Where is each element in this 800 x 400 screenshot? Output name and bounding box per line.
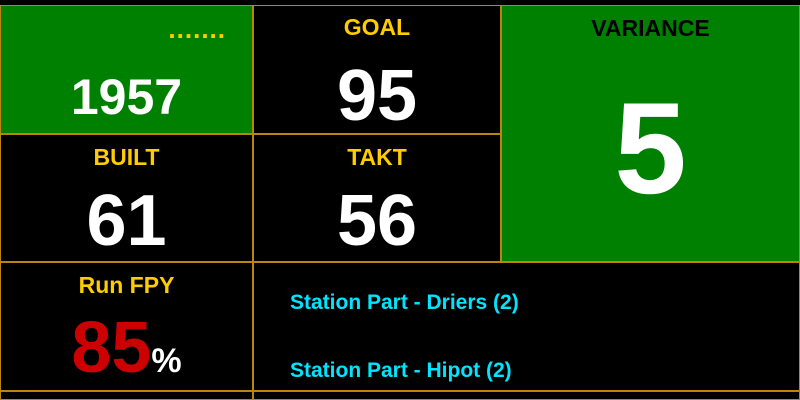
bottom-right-strip — [253, 391, 800, 400]
count-value: 1957 — [70, 69, 183, 125]
variance-label: VARIANCE — [591, 15, 710, 41]
bottom-left-strip — [0, 391, 253, 400]
station-item-hipot: Station Part - Hipot (2) — [290, 359, 512, 382]
count-tile: ....... 1957 — [0, 5, 253, 134]
run-fpy-readout: 85% — [1, 307, 252, 389]
takt-label: TAKT — [347, 144, 407, 170]
run-fpy-label: Run FPY — [78, 272, 175, 298]
goal-value: 95 — [336, 56, 418, 136]
station-item-driers: Station Part - Driers (2) — [290, 291, 519, 314]
built-value: 61 — [86, 181, 167, 261]
built-tile: BUILT 61 — [0, 134, 253, 262]
goal-tile: GOAL 95 — [253, 5, 501, 136]
variance-tile: VARIANCE 5 — [501, 5, 800, 262]
takt-tile: TAKT 56 — [253, 134, 501, 262]
takt-value: 56 — [336, 181, 418, 261]
built-label: BUILT — [93, 144, 160, 170]
run-fpy-tile: Run FPY 85% — [0, 262, 253, 391]
goal-label: GOAL — [343, 14, 411, 40]
run-fpy-value: 85 — [71, 308, 152, 388]
tile-label-dots: ....... — [168, 14, 226, 44]
station-list: Station Part - Driers (2) Station Part -… — [253, 262, 800, 391]
run-fpy-unit: % — [151, 342, 182, 380]
variance-value: 5 — [614, 75, 687, 221]
